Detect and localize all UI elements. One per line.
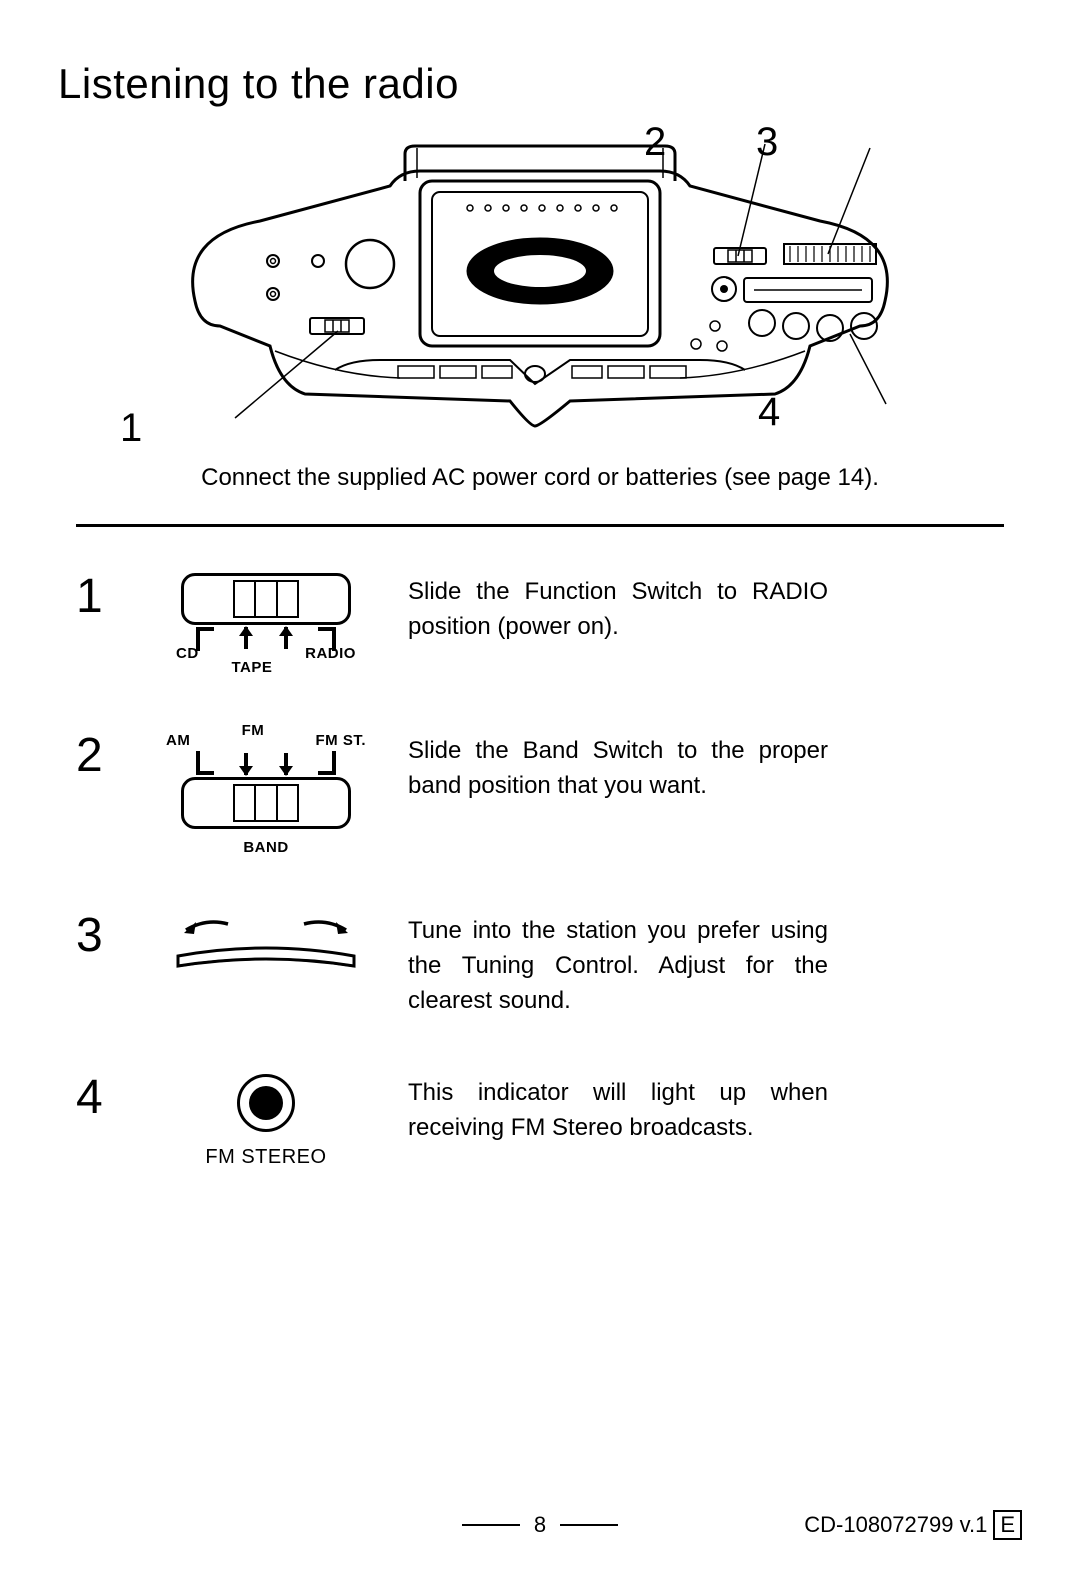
step-number: 3 bbox=[76, 908, 124, 960]
am-label: AM bbox=[166, 732, 190, 749]
band-label: BAND bbox=[243, 839, 288, 856]
step-text: Slide the Band Switch to the proper band… bbox=[408, 728, 828, 804]
callout-4: 4 bbox=[758, 390, 780, 435]
tape-label: TAPE bbox=[231, 659, 272, 676]
steps-list: 1 CD TAPE RADIO Slide the Function Switc… bbox=[58, 569, 1022, 1169]
step-text: Slide the Function Switch to RADIO posit… bbox=[408, 569, 828, 645]
fm-stereo-indicator-icon: FM STEREO bbox=[156, 1070, 376, 1169]
step-text: This indicator will light up when receiv… bbox=[408, 1070, 828, 1146]
doc-rev-box: E bbox=[993, 1510, 1022, 1540]
page-title: Listening to the radio bbox=[58, 60, 1022, 108]
band-switch-icon: AM FM FM ST. BAND bbox=[156, 728, 376, 856]
callout-2: 2 bbox=[644, 120, 666, 165]
doc-id: CD-108072799 v.1 bbox=[804, 1512, 987, 1538]
step-3: 3 Tune into the station you prefer using… bbox=[76, 908, 1004, 1018]
callout-1: 1 bbox=[120, 406, 142, 451]
step-number: 1 bbox=[76, 569, 124, 621]
diagram-caption: Connect the supplied AC power cord or ba… bbox=[58, 464, 1022, 492]
step-number: 4 bbox=[76, 1070, 124, 1122]
step-2: 2 AM FM FM ST. BAND Slide the Band Switc… bbox=[76, 728, 1004, 856]
radio-label: RADIO bbox=[305, 645, 356, 662]
page-footer: 8 CD-108072799 v.1 E bbox=[0, 1512, 1080, 1538]
fmst-label: FM ST. bbox=[316, 732, 367, 749]
boombox-diagram: 2 3 1 4 bbox=[58, 126, 1022, 456]
step-text: Tune into the station you prefer using t… bbox=[408, 908, 828, 1018]
page-number: 8 bbox=[534, 1512, 546, 1538]
step-4: 4 FM STEREO This indicator will light up… bbox=[76, 1070, 1004, 1169]
function-switch-icon: CD TAPE RADIO bbox=[156, 569, 376, 676]
fm-label: FM bbox=[242, 722, 265, 739]
divider bbox=[76, 524, 1004, 527]
step-number: 2 bbox=[76, 728, 124, 780]
callout-3: 3 bbox=[756, 120, 778, 165]
boombox-illustration bbox=[140, 126, 940, 446]
fm-stereo-label: FM STEREO bbox=[205, 1146, 326, 1169]
tuning-control-icon bbox=[156, 908, 376, 982]
step-1: 1 CD TAPE RADIO Slide the Function Switc… bbox=[76, 569, 1004, 676]
cd-label: CD bbox=[176, 645, 199, 662]
